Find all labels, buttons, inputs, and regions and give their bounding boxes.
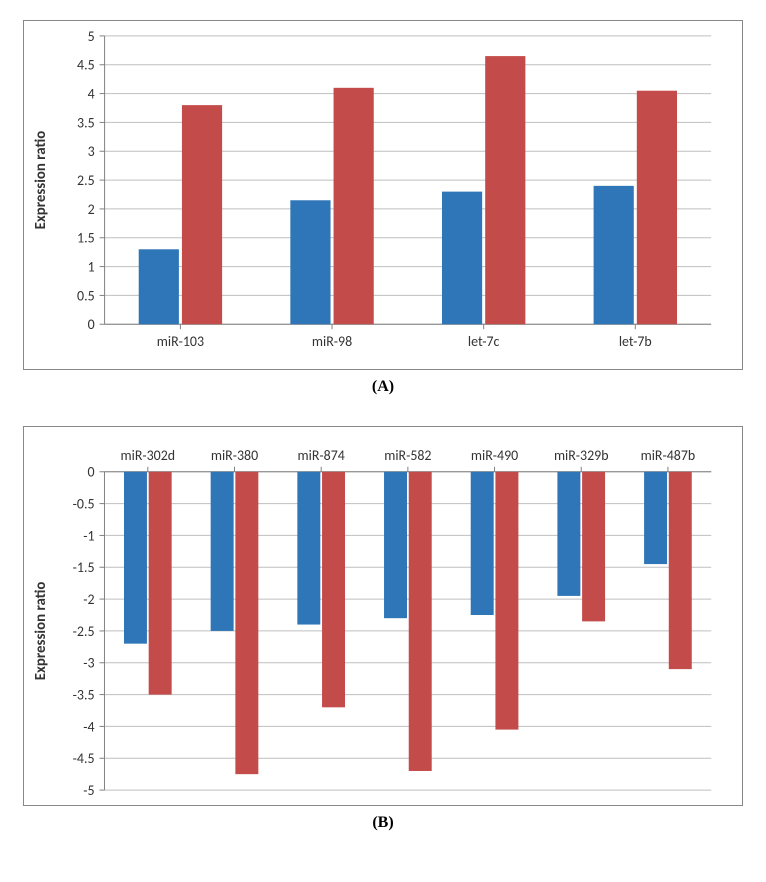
y-tick-label: 2 [88, 201, 95, 218]
category-label: miR-874 [298, 447, 345, 464]
y-tick-label: -0.5 [73, 496, 95, 513]
panel-label-a: (A) [23, 378, 743, 396]
y-tick-label: -4.5 [73, 750, 95, 767]
y-tick-label: 0 [87, 464, 94, 481]
bar [182, 105, 222, 324]
category-label: miR-487b [641, 447, 696, 464]
bar [471, 472, 494, 615]
bar [290, 200, 330, 324]
y-tick-label: 4 [88, 86, 95, 103]
y-tick-label: 5 [88, 28, 95, 45]
bar [211, 472, 234, 631]
y-tick-label: 0 [88, 316, 95, 333]
y-tick-label: -5 [83, 782, 94, 799]
bar [384, 472, 407, 618]
bar [637, 91, 677, 325]
bar [322, 472, 345, 708]
bar [495, 472, 518, 730]
category-label: let-7b [619, 333, 652, 350]
y-tick-label: 3 [88, 143, 95, 160]
y-tick-label: -1 [83, 527, 94, 544]
bar [297, 472, 320, 625]
y-axis-label: Expression ratio [32, 582, 50, 681]
y-tick-label: -4 [83, 718, 94, 735]
y-tick-label: -3.5 [73, 687, 95, 704]
category-label: miR-380 [211, 447, 258, 464]
bar [124, 472, 147, 644]
bar [669, 472, 692, 669]
chart-a-container: 0 0.5 1 1.5 2 2.5 3 3.5 4 4.5 5 miR-103 miR-98 let-7c… [23, 20, 743, 396]
panel-label-b: (B) [23, 814, 743, 832]
y-tick-label: 3.5 [77, 114, 95, 131]
y-tick-label: -2.5 [73, 623, 95, 640]
category-label: miR-98 [312, 333, 352, 350]
chart-a: 0 0.5 1 1.5 2 2.5 3 3.5 4 4.5 5 miR-103 miR-98 let-7c… [23, 20, 743, 370]
bar [409, 472, 432, 771]
category-label: miR-329b [554, 447, 609, 464]
bar [485, 56, 525, 324]
bar [644, 472, 667, 564]
category-label: miR-103 [157, 333, 204, 350]
category-label: let-7c [468, 333, 500, 350]
category-label: miR-490 [471, 447, 518, 464]
bar [235, 472, 258, 774]
y-tick-label: -1.5 [73, 559, 95, 576]
category-label: miR-302d [121, 447, 176, 464]
chart-b-container: -5 -4.5 -4 -3.5 -3 -2.5 -2 -1.5 -1 -0.5 0 miR-302d m… [23, 426, 743, 832]
bar [557, 472, 580, 596]
bar [149, 472, 172, 695]
category-label: miR-582 [384, 447, 431, 464]
y-tick-label: -2 [83, 591, 94, 608]
y-tick-label: 4.5 [77, 57, 95, 74]
y-tick-label: 1.5 [77, 230, 95, 247]
y-tick-label: 1 [88, 259, 95, 276]
y-tick-label: 2.5 [77, 172, 95, 189]
bar [594, 186, 634, 324]
chart-b: -5 -4.5 -4 -3.5 -3 -2.5 -2 -1.5 -1 -0.5 0 miR-302d m… [23, 426, 743, 806]
bar [334, 88, 374, 324]
bar [442, 192, 482, 325]
bar [582, 472, 605, 622]
y-axis-label: Expression ratio [32, 131, 50, 230]
y-tick-label: -3 [83, 655, 94, 672]
y-tick-label: 0.5 [77, 287, 95, 304]
bar [139, 249, 179, 324]
